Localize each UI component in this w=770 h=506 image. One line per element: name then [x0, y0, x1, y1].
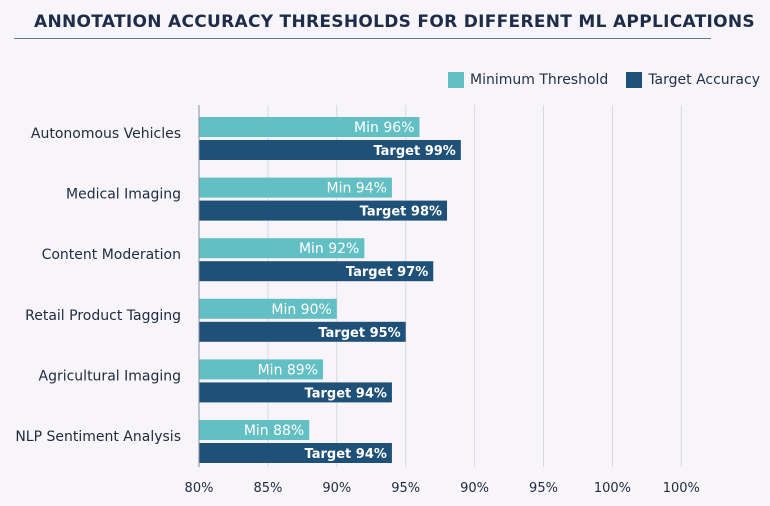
bar-target [199, 382, 392, 403]
x-tick-label: 100% [594, 481, 631, 496]
bar-target [199, 200, 448, 221]
bar-minimum [199, 177, 392, 198]
legend-label-minimum: Minimum Threshold [469, 72, 609, 88]
data-label-target: Target 94% [305, 386, 387, 401]
legend-item-minimum: Minimum Threshold [447, 72, 609, 88]
x-tick-label: 90% [322, 481, 351, 496]
bar-minimum [199, 298, 337, 319]
bar-target [199, 321, 406, 342]
bar-target [199, 140, 461, 160]
bar-minimum [199, 117, 420, 137]
data-label-target: Target 97% [346, 265, 428, 280]
chart-title: ANNOTATION ACCURACY THRESHOLDS FOR DIFFE… [34, 12, 755, 32]
bar-target [199, 443, 392, 463]
category-label: Medical Imaging [66, 187, 181, 203]
legend-swatch-target [626, 72, 643, 88]
data-label-target: Target 95% [318, 326, 400, 341]
x-tick-label: 80% [185, 481, 214, 496]
data-label-minimum: Min 89% [258, 362, 318, 378]
data-label-minimum: Min 88% [244, 423, 304, 439]
category-label: Content Moderation [42, 247, 181, 263]
title-divider [14, 38, 711, 39]
data-label-minimum: Min 90% [271, 302, 331, 318]
legend-label-target: Target Accuracy [648, 72, 760, 88]
x-tick-label: 95% [391, 481, 420, 496]
category-label: NLP Sentiment Analysis [15, 429, 181, 445]
x-tick-label: 95% [529, 481, 558, 496]
bar-target [199, 261, 434, 282]
data-label-target: Target 99% [373, 144, 455, 159]
data-label-minimum: Min 96% [354, 120, 414, 136]
legend-swatch-minimum [447, 72, 464, 88]
bar-minimum [199, 359, 324, 380]
data-label-minimum: Min 94% [326, 181, 386, 197]
data-label-target: Target 94% [305, 447, 387, 462]
legend: Minimum Threshold Target Accuracy [447, 72, 760, 88]
x-tick-label: 90% [460, 481, 489, 496]
category-label: Agricultural Imaging [39, 368, 182, 384]
bar-minimum [199, 238, 365, 259]
data-label-target: Target 98% [360, 205, 442, 220]
category-label: Autonomous Vehicles [31, 126, 181, 142]
legend-item-target: Target Accuracy [626, 72, 760, 88]
category-label: Retail Product Tagging [25, 308, 181, 324]
data-label-minimum: Min 92% [299, 241, 359, 257]
bar-minimum [199, 420, 310, 440]
x-tick-label: 100% [663, 481, 700, 496]
x-tick-label: 85% [253, 481, 282, 496]
